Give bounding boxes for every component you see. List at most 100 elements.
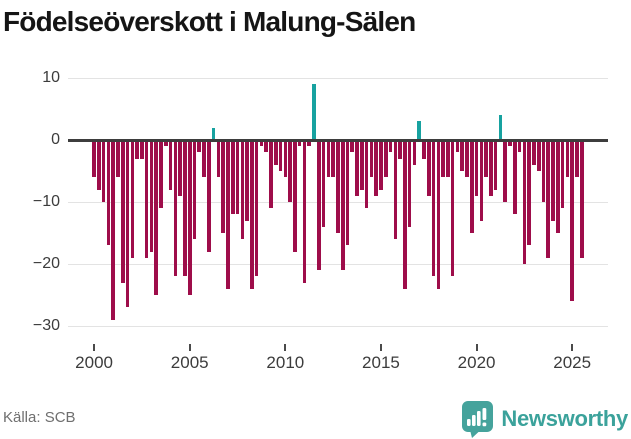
newsworthy-logo: Newsworthy — [460, 400, 628, 438]
bar-2004-q3 — [178, 140, 182, 196]
bar-2021-q4 — [508, 140, 512, 147]
x-tick-label-2000: 2000 — [75, 353, 113, 372]
bar-2009-q4 — [278, 140, 283, 171]
bar-2020-q1 — [474, 140, 479, 196]
bar-2016-q1 — [398, 140, 402, 159]
bar-2025-q3 — [579, 140, 584, 258]
bar-2005-q4 — [202, 140, 206, 178]
bar-2015-q1 — [379, 140, 383, 190]
y-gridline--30 — [68, 325, 608, 327]
bar-2000-q3 — [101, 140, 106, 202]
newsworthy-badge-icon — [460, 400, 494, 438]
bar-2020-q2 — [479, 140, 484, 221]
bar-2011-q3 — [312, 84, 316, 141]
bar-2017-q4 — [431, 140, 436, 277]
bar-2020-q3 — [484, 140, 488, 178]
y-axis-label--30: −30 — [32, 317, 60, 334]
bar-2012-q2 — [326, 140, 331, 178]
bar-2013-q2 — [345, 140, 350, 246]
bar-2016-q4 — [412, 140, 417, 165]
x-tick-2005 — [188, 344, 191, 351]
bar-2022-q2 — [517, 140, 522, 153]
bar-2006-q3 — [216, 140, 221, 178]
bar-2006-q1 — [207, 140, 211, 252]
bar-2007-q4 — [240, 140, 245, 240]
x-tick-label-2005: 2005 — [170, 353, 209, 372]
x-tick-label-2015: 2015 — [362, 353, 400, 372]
y-axis-label--20: −20 — [32, 255, 60, 272]
bar-2010-q3 — [293, 140, 297, 252]
bar-2003-q1 — [149, 140, 154, 252]
bar-2023-q4 — [546, 140, 551, 258]
bar-2000-q4 — [106, 140, 111, 246]
bar-2013-q3 — [350, 140, 355, 153]
bar-2008-q3 — [254, 140, 259, 277]
bar-2008-q2 — [250, 140, 254, 289]
bar-2025-q1 — [570, 140, 574, 302]
bar-2023-q2 — [536, 140, 541, 171]
bar-2005-q2 — [192, 140, 197, 240]
bar-2010-q1 — [283, 140, 288, 178]
bar-2009-q2 — [269, 140, 273, 209]
bar-2020-q4 — [489, 140, 493, 196]
bar-2002-q2 — [135, 140, 139, 159]
bar-2014-q3 — [369, 140, 374, 178]
bar-2019-q1 — [455, 140, 460, 153]
bar-2004-q2 — [173, 140, 178, 277]
x-tick-2010 — [284, 344, 287, 351]
bar-2018-q3 — [446, 140, 450, 178]
bar-2004-q4 — [183, 140, 187, 277]
bar-2001-q4 — [125, 140, 130, 308]
bar-2014-q4 — [374, 140, 378, 196]
bar-2024-q1 — [551, 140, 555, 221]
bar-2005-q3 — [197, 140, 202, 153]
bar-2002-q3 — [140, 140, 144, 159]
bar-2017-q3 — [426, 140, 431, 196]
bar-2021-q3 — [503, 140, 508, 202]
bar-2019-q3 — [465, 140, 469, 178]
bar-2004-q1 — [168, 140, 173, 190]
bar-2010-q2 — [288, 140, 292, 202]
bar-2001-q1 — [111, 140, 116, 320]
bar-2002-q1 — [130, 140, 135, 258]
bar-2019-q2 — [460, 140, 465, 171]
bar-2013-q4 — [355, 140, 359, 196]
bar-2021-q2 — [498, 115, 503, 141]
bar-2018-q2 — [441, 140, 445, 178]
bar-2022-q1 — [513, 140, 517, 215]
bar-2003-q4 — [164, 140, 168, 147]
bar-2012-q1 — [321, 140, 326, 227]
bar-2012-q3 — [331, 140, 335, 178]
bar-2007-q3 — [235, 140, 240, 215]
page-title: Födelseöverskott i Malung-Sälen — [3, 6, 416, 37]
bar-2018-q4 — [450, 140, 455, 277]
bar-2016-q3 — [407, 140, 412, 227]
bar-2015-q3 — [388, 140, 393, 153]
x-tick-label-2025: 2025 — [553, 353, 592, 372]
bar-2017-q1 — [417, 121, 421, 141]
bar-2000-q1 — [92, 140, 96, 178]
bar-2011-q1 — [302, 140, 307, 283]
x-tick-2025 — [571, 344, 574, 351]
bar-2025-q2 — [575, 140, 579, 178]
bar-2009-q3 — [273, 140, 278, 165]
bar-2024-q4 — [565, 140, 570, 178]
bar-2007-q2 — [230, 140, 235, 215]
bar-2022-q3 — [522, 140, 527, 264]
source-note: Källa: SCB — [3, 409, 76, 426]
bar-2016-q2 — [403, 140, 407, 289]
y-axis-label--10: −10 — [32, 193, 60, 210]
newsworthy-wordmark: Newsworthy — [501, 406, 628, 431]
bar-2009-q1 — [264, 140, 268, 153]
y-gridline-10 — [68, 77, 608, 79]
bar-2024-q3 — [560, 140, 565, 209]
bar-2008-q4 — [259, 140, 264, 147]
bar-2012-q4 — [336, 140, 340, 233]
zero-axis-line — [68, 138, 608, 142]
x-tick-2000 — [93, 344, 96, 351]
bar-2007-q1 — [226, 140, 230, 289]
bar-2015-q4 — [393, 140, 398, 240]
y-axis-label-10: 10 — [42, 69, 60, 86]
